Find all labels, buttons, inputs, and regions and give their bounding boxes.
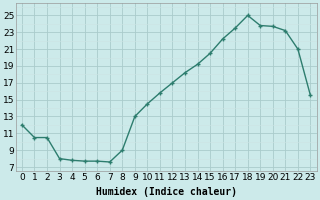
X-axis label: Humidex (Indice chaleur): Humidex (Indice chaleur) [96,187,237,197]
